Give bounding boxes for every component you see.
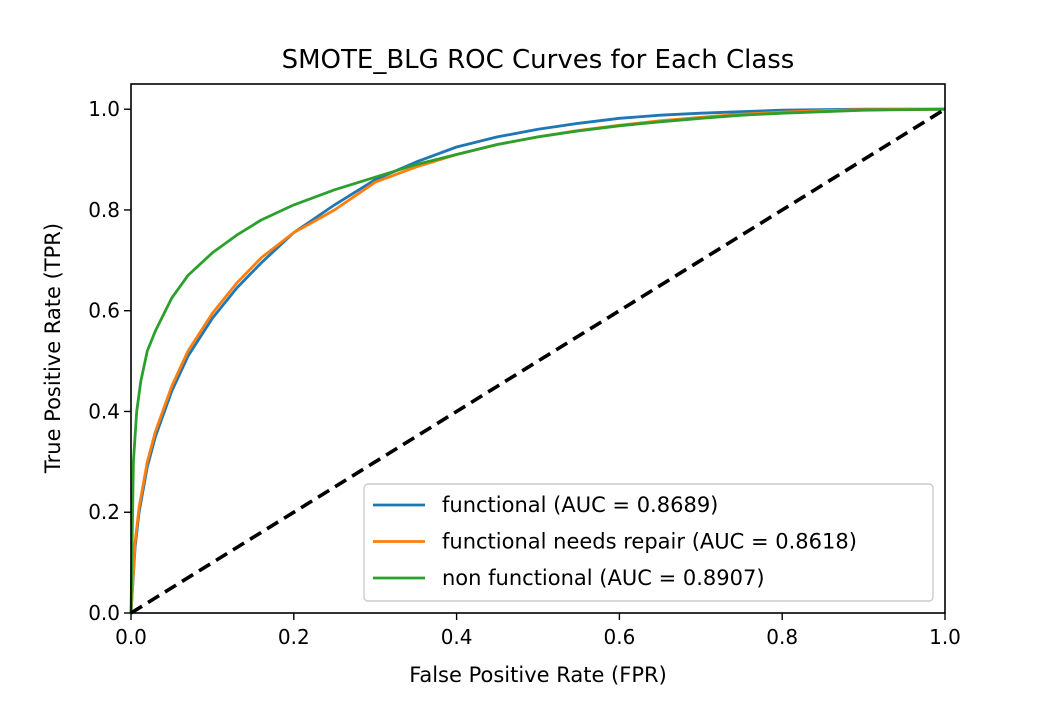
x-axis-label: False Positive Rate (FPR) <box>409 663 667 687</box>
y-tick-label: 0.6 <box>88 299 120 323</box>
plot-area <box>129 107 946 615</box>
y-tick-label: 0.4 <box>88 399 120 423</box>
x-tick-label: 0.0 <box>115 625 147 649</box>
legend-box <box>363 483 934 602</box>
chart-title: SMOTE_BLG ROC Curves for Each Class <box>282 45 795 75</box>
y-axis-label: True Positive Rate (TPR) <box>41 223 65 474</box>
y-axis: 0.0 0.2 0.4 0.6 0.8 1.0 <box>88 97 131 625</box>
x-tick-label: 0.8 <box>766 625 798 649</box>
legend-entry-label: non functional (AUC = 0.8907) <box>442 566 765 590</box>
y-tick-label: 1.0 <box>88 97 120 121</box>
x-tick-label: 0.2 <box>278 625 310 649</box>
y-tick-label: 0.0 <box>88 601 120 625</box>
x-tick-label: 1.0 <box>929 625 961 649</box>
plot-frame <box>130 83 946 614</box>
y-tick-label: 0.8 <box>88 198 120 222</box>
x-tick-label: 0.4 <box>441 625 473 649</box>
x-axis: 0.0 0.2 0.4 0.6 0.8 1.0 <box>115 613 961 649</box>
legend-entry-label: functional (AUC = 0.8689) <box>442 493 718 517</box>
x-tick-label: 0.6 <box>603 625 635 649</box>
legend-entry-label: functional needs repair (AUC = 0.8618) <box>442 530 857 554</box>
legend: functional (AUC = 0.8689) functional need… <box>363 483 934 602</box>
roc-series-line-2 <box>129 107 946 614</box>
y-tick-label: 0.2 <box>88 500 120 524</box>
